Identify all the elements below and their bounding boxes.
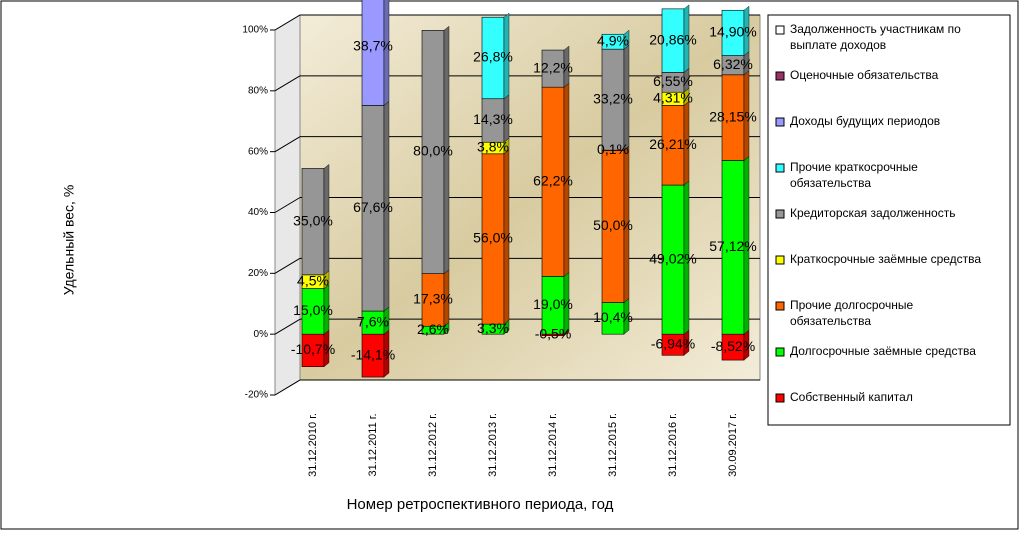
value-label: 38,7% — [353, 37, 393, 53]
value-label: 50,0% — [593, 217, 633, 233]
value-label: 6,55% — [653, 73, 693, 89]
value-label: 6,32% — [713, 56, 753, 72]
value-label: 67,6% — [353, 199, 393, 215]
x-tick-label: 31.12.2012 г. — [427, 413, 439, 477]
value-label: -14,1% — [351, 346, 395, 362]
legend-swatch — [776, 26, 784, 34]
legend-swatch — [776, 72, 784, 80]
legend-swatch — [776, 210, 784, 218]
legend-label: Доходы будущих периодов — [790, 114, 940, 128]
y-tick-label: 80% — [248, 85, 268, 96]
x-tick-label: 31.12.2016 г. — [667, 413, 679, 477]
value-label: -6,94% — [651, 335, 695, 351]
value-label: -10,7% — [291, 341, 335, 357]
legend-label: Собственный капитал — [790, 390, 913, 404]
value-label: 19,0% — [533, 296, 573, 312]
legend-swatch — [776, 118, 784, 126]
value-label: 33,2% — [593, 90, 633, 106]
legend-label: Кредиторская задолженность — [790, 206, 955, 220]
value-label: 62,2% — [533, 172, 573, 188]
value-label: 3,8% — [477, 139, 509, 155]
x-tick-label: 31.12.2015 г. — [607, 413, 619, 477]
y-tick-label: 0% — [254, 329, 269, 340]
value-label: 26,21% — [649, 136, 696, 152]
value-label: 26,8% — [473, 49, 513, 65]
x-tick-label: 31.12.2014 г. — [547, 413, 559, 477]
value-label: 4,31% — [653, 89, 693, 105]
value-label: 28,15% — [709, 108, 756, 124]
value-label: 49,02% — [649, 250, 696, 266]
legend-swatch — [776, 348, 784, 356]
value-label: -8,52% — [711, 338, 755, 354]
value-label: 57,12% — [709, 238, 756, 254]
y-tick-label: 60% — [248, 146, 268, 157]
value-label: 4,5% — [297, 272, 329, 288]
y-tick-label: 20% — [248, 268, 268, 279]
x-tick-label: 31.12.2010 г. — [307, 413, 319, 477]
legend-label: Краткосрочные заёмные средства — [790, 252, 981, 266]
value-label: 3,3% — [477, 320, 509, 336]
y-tick-label: 100% — [242, 25, 268, 36]
value-label: 10,4% — [593, 309, 633, 325]
y-axis-label: Удельный вес, % — [61, 185, 77, 296]
value-label: 7,6% — [357, 313, 389, 329]
value-label: 2,6% — [417, 321, 449, 337]
value-label: 35,0% — [293, 212, 333, 228]
x-tick-label: 31.12.2011 г. — [367, 413, 379, 476]
value-label: 14,90% — [709, 24, 756, 40]
value-label: -0,5% — [535, 326, 572, 342]
value-label: 12,2% — [533, 59, 573, 75]
legend-swatch — [776, 302, 784, 310]
value-label: 15,0% — [293, 302, 333, 318]
x-tick-label: 30.09.2017 г. — [727, 413, 739, 477]
legend-swatch — [776, 394, 784, 402]
x-tick-label: 31.12.2013 г. — [487, 413, 499, 477]
y-tick-label: 40% — [248, 207, 268, 218]
legend-swatch — [776, 164, 784, 172]
x-axis-label: Номер ретроспективного периода, год — [347, 496, 614, 513]
legend-swatch — [776, 256, 784, 264]
legend-label: Долгосрочные заёмные средства — [790, 344, 976, 358]
value-label: 20,86% — [649, 31, 696, 47]
value-label: 56,0% — [473, 230, 513, 246]
value-label: 0,1% — [597, 141, 629, 157]
y-tick-label: -20% — [245, 390, 268, 401]
value-label: 14,3% — [473, 111, 513, 127]
legend-label: Оценочные обязательства — [790, 68, 939, 82]
value-label: 80,0% — [413, 143, 453, 159]
value-label: 17,3% — [413, 291, 453, 307]
value-label: 4,9% — [597, 32, 629, 48]
